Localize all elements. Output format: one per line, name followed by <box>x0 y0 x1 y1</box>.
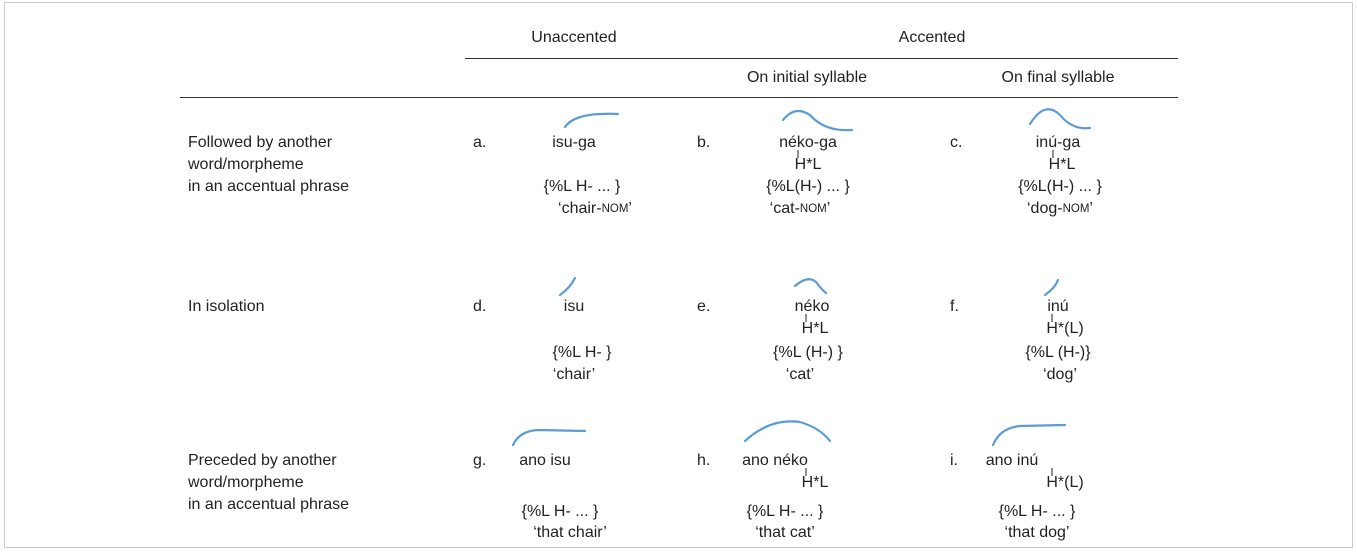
phrase: {%L H- ... } <box>544 178 621 195</box>
tone: H*(L) <box>1046 320 1083 337</box>
pitch-contours <box>511 108 1092 447</box>
gloss: ‘that dog’ <box>1005 524 1070 541</box>
gloss-part: NOM <box>602 203 629 215</box>
phrase: {%L(H-) ... } <box>1018 178 1102 195</box>
header-final: On final syllable <box>1002 69 1115 86</box>
gloss: ‘chair’ <box>553 366 595 383</box>
phrase: {%L (H-) } <box>773 344 843 361</box>
phrase: {%L H- ... } <box>522 503 599 520</box>
gloss-part: ’ <box>1089 200 1093 217</box>
row-label: word/morpheme <box>187 156 304 173</box>
frame <box>4 2 1353 548</box>
gloss: ‘that chair’ <box>533 524 607 541</box>
item-letter: e. <box>697 298 710 315</box>
gloss-part: ’ <box>628 200 632 217</box>
gloss: ‘dog’ <box>1043 366 1077 383</box>
tone: H*(L) <box>1046 474 1083 491</box>
item-letter: h. <box>697 452 710 469</box>
tone: H*L <box>802 474 829 491</box>
phrase: {%L H- ... } <box>999 503 1076 520</box>
contour <box>991 423 1067 447</box>
header-accented: Accented <box>899 29 966 46</box>
gloss: ‘cat’ <box>786 366 814 383</box>
gloss-part: ‘that chair’ <box>533 524 607 541</box>
gloss: ‘that cat’ <box>755 524 815 541</box>
contour <box>1028 108 1092 130</box>
header-initial: On initial syllable <box>747 69 867 86</box>
item-letter: d. <box>473 298 486 315</box>
phrase: {%L(H-) ... } <box>766 178 850 195</box>
word: inú-ga <box>1036 134 1081 151</box>
word: isu <box>564 298 584 315</box>
contour <box>558 276 577 297</box>
phrase: {%L H- ... } <box>747 503 824 520</box>
tone: H*L <box>1049 156 1076 173</box>
item-letter: f. <box>950 298 959 315</box>
row-label: Followed by another <box>188 134 333 151</box>
item-letter: b. <box>697 134 710 151</box>
contour <box>793 278 828 295</box>
header-unaccented: Unaccented <box>531 29 616 46</box>
contour <box>1043 278 1060 297</box>
gloss-part: ‘dog- <box>1027 200 1063 217</box>
row-label: Preceded by another <box>188 452 337 469</box>
contour <box>743 420 832 443</box>
accent-ticks <box>797 150 1054 476</box>
row-label: word/morpheme <box>187 474 304 491</box>
item-letter: c. <box>950 134 962 151</box>
word: néko <box>795 298 830 315</box>
word: isu-ga <box>552 134 596 151</box>
gloss-part: NOM <box>800 203 827 215</box>
contour <box>511 428 587 447</box>
gloss-part: ‘chair- <box>558 200 602 217</box>
word: ano isu <box>519 452 571 469</box>
gloss-part: NOM <box>1063 203 1090 215</box>
row-label: in an accentual phrase <box>188 178 349 195</box>
gloss: ‘cat-NOM’ <box>770 200 831 217</box>
contour <box>781 109 854 132</box>
gloss-part: ’ <box>827 200 831 217</box>
gloss-part: ‘dog’ <box>1043 366 1077 383</box>
gloss: ‘dog-NOM’ <box>1027 200 1093 217</box>
row-label: in an accentual phrase <box>188 496 349 513</box>
row-label: In isolation <box>188 298 265 315</box>
word: ano néko <box>742 452 808 469</box>
gloss-part: ‘that cat’ <box>755 524 815 541</box>
phrase: {%L H- } <box>553 344 613 361</box>
gloss-part: ‘chair’ <box>553 366 595 383</box>
tone: H*L <box>795 156 822 173</box>
item-letter: a. <box>473 134 486 151</box>
item-letter: i. <box>950 452 958 469</box>
item-letter: g. <box>473 452 486 469</box>
phrase: {%L (H-)} <box>1025 344 1091 361</box>
gloss-part: ‘that dog’ <box>1005 524 1070 541</box>
word: néko-ga <box>779 134 837 151</box>
contour <box>563 112 620 129</box>
word: ano inú <box>986 452 1039 469</box>
word: inú <box>1047 298 1068 315</box>
tone: H*L <box>802 320 829 337</box>
gloss-part: ‘cat- <box>770 200 800 217</box>
gloss: ‘chair-NOM’ <box>558 200 632 217</box>
gloss-part: ‘cat’ <box>786 366 814 383</box>
